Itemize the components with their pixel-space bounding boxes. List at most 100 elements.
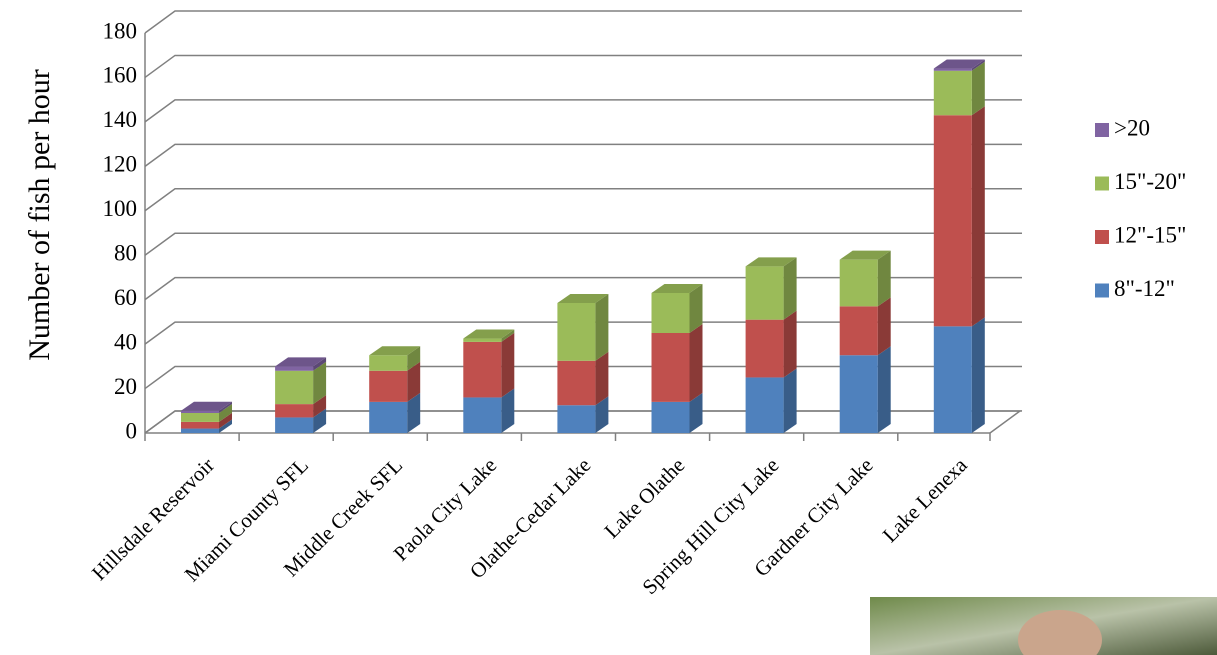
- bar: [557, 405, 596, 433]
- y-tick-label: 160: [103, 63, 138, 88]
- bar: [933, 115, 972, 327]
- y-axis-title: Number of fish per hour: [23, 69, 56, 361]
- y-tick-label: 40: [114, 329, 137, 354]
- bar-side: [595, 351, 609, 406]
- bar: [933, 70, 972, 116]
- bar-side: [783, 368, 797, 433]
- bar-top: [181, 401, 232, 411]
- bar-top: [933, 59, 985, 69]
- bar: [275, 417, 314, 433]
- bar-side: [877, 346, 891, 433]
- bar-side: [501, 329, 515, 342]
- x-tick-label: Lake Olathe: [599, 453, 689, 543]
- bar-side: [971, 59, 985, 71]
- bar: [839, 259, 878, 307]
- y-tick-label: 140: [103, 107, 138, 132]
- bar-top: [745, 257, 797, 267]
- bar-top: [463, 329, 515, 339]
- bar: [651, 333, 690, 402]
- grid-line: [144, 410, 1022, 434]
- bar-side: [783, 257, 797, 320]
- legend-swatch: [1095, 176, 1109, 191]
- legend-swatch: [1095, 283, 1109, 298]
- y-tick-label: 20: [114, 374, 137, 399]
- bar: [181, 413, 219, 422]
- bar-side: [313, 361, 327, 405]
- bar-side: [219, 419, 232, 433]
- legend-label: 8"-12": [1114, 276, 1175, 301]
- bar: [181, 421, 219, 429]
- bar: [463, 397, 502, 433]
- legend-label: 12"-15": [1114, 222, 1186, 247]
- legend-label: >20: [1114, 115, 1150, 140]
- y-tick-label: 60: [114, 285, 137, 310]
- grid-line: [144, 188, 1022, 212]
- bar-top: [839, 250, 891, 260]
- bar-side: [971, 106, 985, 327]
- legend-swatch: [1095, 230, 1109, 244]
- grid-line: [144, 276, 1022, 301]
- bar-side: [877, 297, 891, 356]
- grid-line: [144, 365, 1022, 390]
- bar-side: [783, 310, 797, 378]
- bar: [933, 326, 972, 433]
- bar-top: [557, 294, 609, 303]
- bar: [369, 355, 408, 371]
- bar: [557, 360, 596, 406]
- bar: [181, 410, 219, 413]
- bar-side: [689, 284, 703, 333]
- bar-side: [219, 412, 232, 429]
- bar: [745, 266, 784, 320]
- y-tick-label: 100: [103, 196, 138, 221]
- bar-side: [501, 388, 515, 433]
- bar: [839, 355, 878, 433]
- bar: [557, 303, 596, 361]
- grid-line: [144, 321, 1022, 345]
- y-tick-label: 0: [126, 418, 138, 443]
- bar: [275, 366, 314, 371]
- bar: [369, 401, 408, 433]
- bar: [651, 293, 690, 333]
- y-tick-label: 180: [103, 18, 138, 43]
- bar-top: [369, 346, 421, 356]
- bar-side: [877, 250, 891, 307]
- grid-line: [144, 54, 1022, 79]
- bar: [275, 404, 314, 418]
- bar-side: [219, 401, 232, 413]
- bar-top: [275, 357, 327, 367]
- bar-side: [595, 396, 609, 433]
- bar: [275, 370, 314, 405]
- bar-top: [651, 284, 703, 293]
- bar-side: [407, 346, 421, 371]
- bar-side: [407, 361, 421, 402]
- y-tick-label: 120: [103, 152, 138, 177]
- legend-label: 15"-20": [1114, 169, 1186, 194]
- bar: [745, 319, 784, 378]
- bar-side: [313, 395, 327, 418]
- bar: [933, 68, 972, 71]
- grid-line: [144, 143, 1022, 167]
- bar-side: [971, 61, 985, 116]
- bar: [369, 370, 408, 402]
- bar-side: [313, 408, 327, 433]
- bar-side: [407, 392, 421, 433]
- grid-line: [144, 99, 1022, 123]
- bar-side: [689, 324, 703, 402]
- bar-side: [689, 392, 703, 433]
- bar: [745, 377, 784, 433]
- photo-face: [1018, 610, 1102, 655]
- y-tick-label: 80: [114, 241, 137, 266]
- bar: [651, 401, 690, 433]
- legend-swatch: [1095, 123, 1109, 137]
- bar: [839, 306, 878, 356]
- bar: [463, 341, 502, 398]
- x-tick-label: Lake Lenexa: [878, 452, 973, 547]
- bar-side: [971, 317, 985, 433]
- bar-side: [313, 357, 327, 371]
- bar-side: [501, 332, 515, 398]
- bar-side: [219, 404, 232, 422]
- bar: [463, 338, 502, 342]
- grid-line: [144, 10, 1022, 34]
- grid-line: [144, 232, 1022, 256]
